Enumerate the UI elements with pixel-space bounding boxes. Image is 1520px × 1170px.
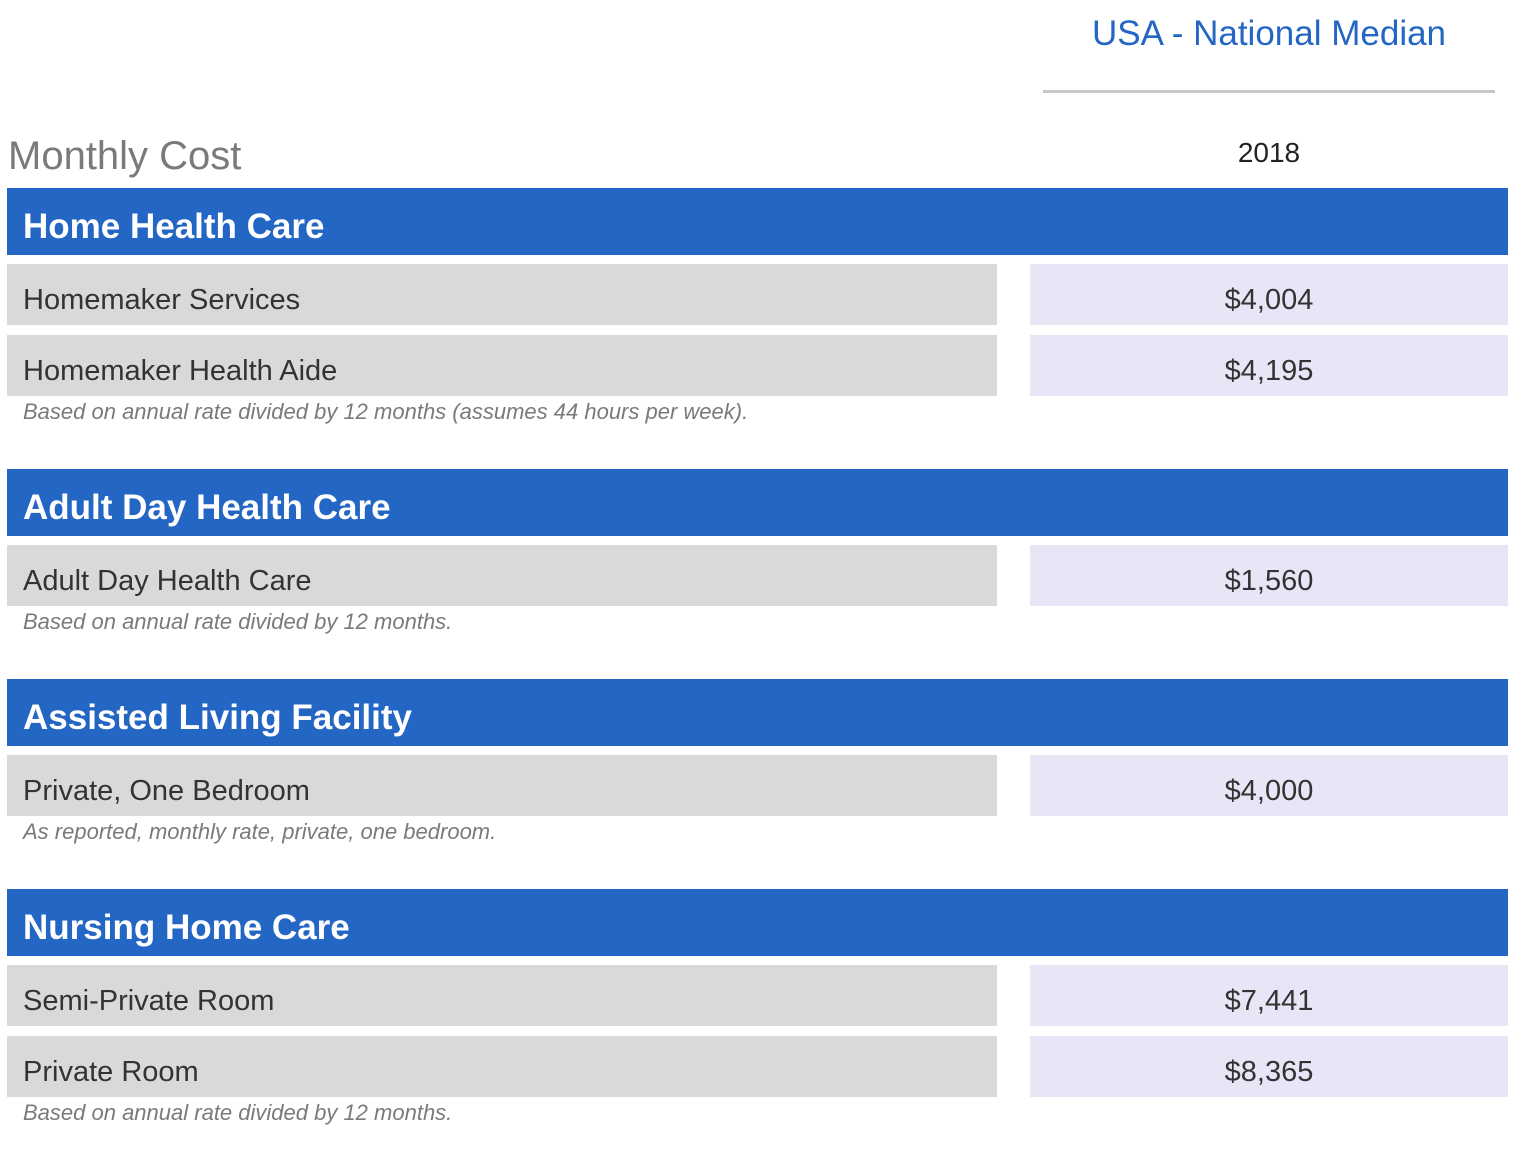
section-note: Based on annual rate divided by 12 month… (23, 399, 749, 424)
cost-row-value: $4,000 (1030, 755, 1508, 816)
cost-row-value: $1,560 (1030, 545, 1508, 606)
cost-row-label: Homemaker Health Aide (7, 335, 997, 396)
cost-sections: Home Health Care Homemaker Services $4,0… (0, 188, 1520, 1170)
cost-row-value: $8,365 (1030, 1036, 1508, 1097)
cost-row: Homemaker Services $4,004 (0, 264, 1520, 325)
region-title: USA - National Median (1091, 14, 1447, 53)
cost-row-value: $7,441 (1030, 965, 1508, 1026)
section-home-health-care: Home Health Care Homemaker Services $4,0… (0, 188, 1520, 426)
cost-row: Private, One Bedroom $4,000 (0, 755, 1520, 816)
page-title: Monthly Cost (8, 134, 242, 178)
section-header: Nursing Home Care (7, 889, 1508, 956)
section-note: Based on annual rate divided by 12 month… (23, 1100, 453, 1125)
section-note: As reported, monthly rate, private, one … (23, 819, 497, 844)
cost-row-label: Homemaker Services (7, 264, 997, 325)
region-divider (1043, 90, 1495, 93)
cost-row-label: Adult Day Health Care (7, 545, 997, 606)
section-header: Adult Day Health Care (7, 469, 1508, 536)
section-header: Assisted Living Facility (7, 679, 1508, 746)
cost-row-value: $4,004 (1030, 264, 1508, 325)
section-assisted-living-facility: Assisted Living Facility Private, One Be… (0, 679, 1520, 846)
year-column-header: 2018 (1237, 137, 1301, 168)
section-nursing-home-care: Nursing Home Care Semi-Private Room $7,4… (0, 889, 1520, 1127)
cost-row-label: Private Room (7, 1036, 997, 1097)
section-note: Based on annual rate divided by 12 month… (23, 609, 453, 634)
cost-row: Semi-Private Room $7,441 (0, 965, 1520, 1026)
cost-row-label: Private, One Bedroom (7, 755, 997, 816)
cost-row-value: $4,195 (1030, 335, 1508, 396)
cost-row: Adult Day Health Care $1,560 (0, 545, 1520, 606)
section-header: Home Health Care (7, 188, 1508, 255)
cost-row: Private Room $8,365 (0, 1036, 1520, 1097)
cost-row: Homemaker Health Aide $4,195 (0, 335, 1520, 396)
cost-row-label: Semi-Private Room (7, 965, 997, 1026)
section-adult-day-health-care: Adult Day Health Care Adult Day Health C… (0, 469, 1520, 636)
